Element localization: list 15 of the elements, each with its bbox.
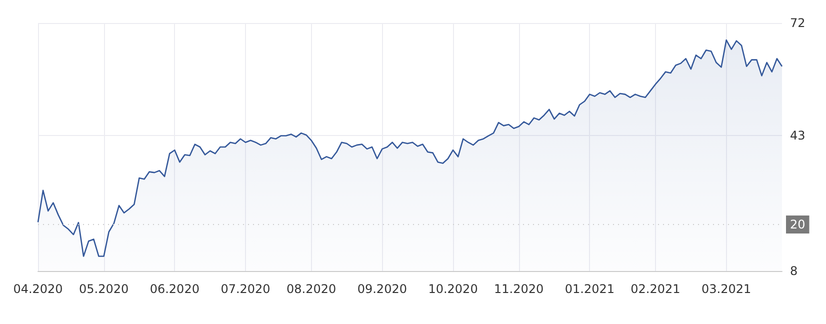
x-tick-label: 08.2020 <box>286 282 336 296</box>
y-tick-label: 72 <box>790 16 806 30</box>
x-tick-label: 11.2020 <box>494 282 544 296</box>
x-tick-label: 07.2020 <box>220 282 270 296</box>
x-tick-label: 01.2021 <box>564 282 614 296</box>
y-tick-label: 43 <box>790 128 806 142</box>
x-tick-label: 06.2020 <box>150 282 200 296</box>
x-tick-label: 03.2021 <box>702 282 752 296</box>
x-tick-label: 02.2021 <box>630 282 680 296</box>
x-tick-label: 04.2020 <box>13 282 63 296</box>
x-tick-label: 05.2020 <box>78 282 129 296</box>
x-tick-label: 09.2020 <box>357 282 407 296</box>
y-tick-label: 8 <box>790 264 798 278</box>
x-tick-label: 10.2020 <box>428 282 478 296</box>
ref-line-label: 20 <box>790 218 806 232</box>
